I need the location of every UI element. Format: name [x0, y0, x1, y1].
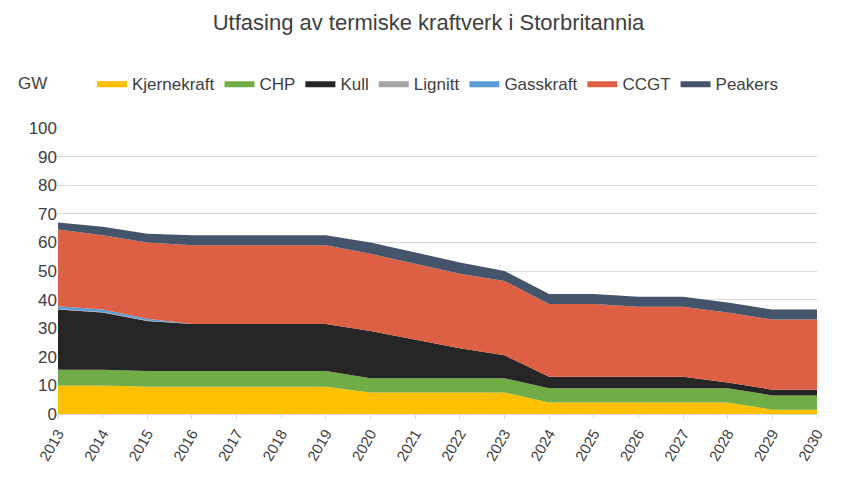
svg-text:80: 80 [38, 176, 57, 195]
svg-text:2018: 2018 [259, 426, 290, 463]
svg-text:10: 10 [38, 376, 57, 395]
svg-text:2025: 2025 [571, 426, 602, 463]
svg-text:2016: 2016 [170, 426, 201, 463]
svg-text:2022: 2022 [438, 426, 469, 463]
svg-text:2014: 2014 [80, 426, 111, 463]
svg-text:2026: 2026 [616, 426, 647, 463]
svg-text:Peakers: Peakers [716, 75, 778, 94]
svg-text:2027: 2027 [661, 426, 692, 463]
svg-text:CHP: CHP [259, 75, 295, 94]
svg-text:Lignitt: Lignitt [414, 75, 460, 94]
svg-text:2029: 2029 [750, 426, 781, 463]
svg-text:2013: 2013 [36, 426, 67, 463]
svg-text:CCGT: CCGT [622, 75, 670, 94]
svg-text:2015: 2015 [125, 426, 156, 463]
svg-text:GW: GW [18, 74, 47, 93]
svg-text:2024: 2024 [527, 426, 558, 463]
svg-text:Gasskraft: Gasskraft [504, 75, 577, 94]
svg-text:2020: 2020 [348, 426, 379, 463]
svg-text:Kjernekraft: Kjernekraft [132, 75, 214, 94]
svg-text:50: 50 [38, 262, 57, 281]
svg-text:30: 30 [38, 319, 57, 338]
svg-text:2017: 2017 [214, 426, 245, 463]
svg-text:40: 40 [38, 291, 57, 310]
svg-text:0: 0 [48, 405, 57, 424]
svg-text:70: 70 [38, 205, 57, 224]
svg-text:90: 90 [38, 148, 57, 167]
svg-text:Utfasing av termiske kraftverk: Utfasing av termiske kraftverk i Storbri… [213, 10, 645, 35]
svg-text:2030: 2030 [795, 426, 826, 463]
svg-text:2023: 2023 [482, 426, 513, 463]
svg-text:2021: 2021 [393, 426, 424, 463]
svg-text:100: 100 [29, 119, 57, 138]
svg-text:2019: 2019 [304, 426, 335, 463]
svg-text:60: 60 [38, 233, 57, 252]
svg-text:20: 20 [38, 348, 57, 367]
svg-text:2028: 2028 [705, 426, 736, 463]
svg-text:Kull: Kull [340, 75, 368, 94]
